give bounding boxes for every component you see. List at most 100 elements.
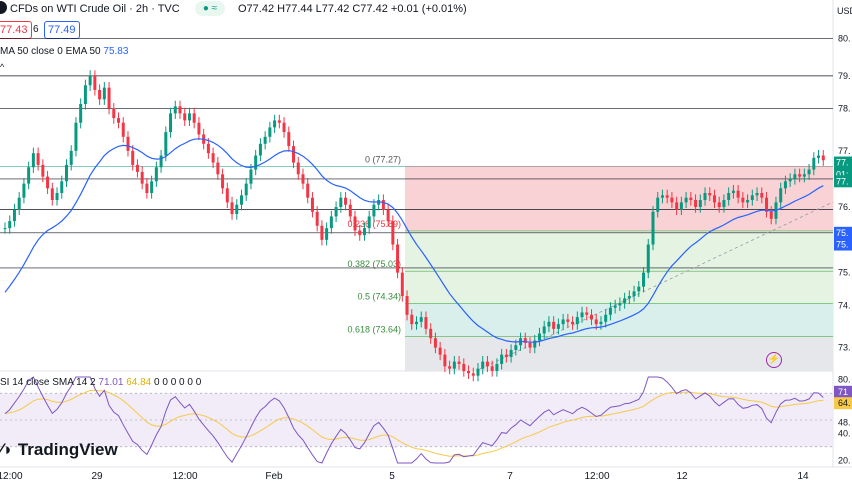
candle-body xyxy=(348,204,352,217)
candle-body xyxy=(391,221,395,245)
lightning-icon[interactable]: ⚡ xyxy=(766,352,782,368)
chart-header: CFDs on WTI Crude Oil · 2h · TVC ● ≈ O77… xyxy=(0,0,852,18)
candle-body xyxy=(211,153,215,163)
candle-body xyxy=(571,321,575,325)
candle-body xyxy=(708,193,712,196)
candle-body xyxy=(741,197,745,203)
price-tag xyxy=(834,175,852,188)
candle-body xyxy=(656,197,660,212)
candle-body xyxy=(452,361,456,369)
time-axis-tick: Feb xyxy=(265,471,283,482)
rsi-sma-legend-value: 64.84 xyxy=(126,377,152,388)
candle-body xyxy=(481,361,485,369)
candle-body xyxy=(64,164,68,182)
candle-body xyxy=(296,162,300,175)
candle-body xyxy=(216,162,220,175)
candle-body xyxy=(386,209,390,222)
symbol-title[interactable]: CFDs on WTI Crude Oil · 2h · TVC xyxy=(10,3,180,15)
candle-body xyxy=(599,321,603,325)
candle-body xyxy=(750,195,754,201)
candle-body xyxy=(580,312,584,318)
price-axis-tick: 74. xyxy=(838,300,851,310)
candle-body xyxy=(448,366,452,369)
candle-body xyxy=(381,200,385,210)
price-axis-tick: 75. xyxy=(838,268,851,278)
fib-label: 0.5 (74.34) xyxy=(357,292,401,302)
candle-body xyxy=(74,122,78,151)
candle-body xyxy=(230,202,234,215)
candle-body xyxy=(817,155,821,158)
time-axis-tick: 12:00 xyxy=(0,471,23,482)
ema-50-line xyxy=(4,138,824,343)
collapse-chevron-icon[interactable]: ^ xyxy=(0,62,5,72)
candle-body xyxy=(443,354,447,367)
candle-body xyxy=(429,328,433,339)
rsi-axis-tick: 71 xyxy=(838,387,848,397)
price-tag xyxy=(834,238,852,251)
candle-body xyxy=(731,190,735,193)
candle-body xyxy=(112,108,116,119)
candle-body xyxy=(798,174,802,177)
tv-logo-icon: ⁄◗ xyxy=(0,440,14,459)
price-tag-label: 77. xyxy=(836,176,849,186)
candle-body xyxy=(301,174,305,184)
price-tag xyxy=(834,226,852,239)
candle-body xyxy=(651,211,655,245)
ohlc-values: O77.42 H77.44 L77.42 C77.42 +0.01 (+0.01… xyxy=(238,3,467,15)
candle-body xyxy=(69,150,73,165)
time-axis-tick: 12:00 xyxy=(584,471,609,482)
candle-body xyxy=(117,118,121,123)
price-axis-tick: 78. xyxy=(838,104,851,114)
tradingview-logo[interactable]: ⁄◗ TradingView xyxy=(0,440,118,460)
candle-body xyxy=(187,113,191,121)
candle-body xyxy=(292,146,296,163)
candle-body xyxy=(3,228,7,230)
candle-body xyxy=(670,197,674,203)
candle-body xyxy=(277,120,281,123)
rsi-axis-tick: 20. xyxy=(838,455,851,465)
candle-body xyxy=(206,143,210,154)
rsi-legend-label: SI 14 close SMA 14 2 xyxy=(0,377,96,388)
candle-body xyxy=(79,104,83,123)
time-axis-tick: 7 xyxy=(507,471,513,482)
candle-body xyxy=(55,193,59,201)
candle-body xyxy=(46,176,50,189)
candle-body xyxy=(126,136,130,151)
candle-body xyxy=(509,349,513,357)
candle-body xyxy=(339,197,343,208)
ema-legend-value: 75.83 xyxy=(103,46,129,57)
candle-body xyxy=(746,200,750,203)
fib-zone-4 xyxy=(405,336,833,371)
candle-body xyxy=(783,181,787,189)
candle-body xyxy=(60,181,64,193)
candle-body xyxy=(698,200,702,208)
currency-label: USD xyxy=(837,6,852,16)
candle-body xyxy=(812,157,816,170)
symbol-icon[interactable] xyxy=(0,1,7,14)
price-tag-label: 75. xyxy=(836,240,849,250)
price-axis-tick: 73. xyxy=(838,343,851,353)
candle-body xyxy=(552,321,556,329)
candle-body xyxy=(197,122,201,135)
rsi-sma-tag xyxy=(834,397,852,410)
candle-body xyxy=(164,132,168,156)
rsi-tag xyxy=(834,385,852,398)
candle-body xyxy=(400,272,404,297)
fib-zone-3 xyxy=(405,303,833,337)
candle-body xyxy=(145,183,149,193)
candle-body xyxy=(788,178,792,182)
market-status-badge[interactable]: ● ≈ xyxy=(195,1,225,16)
candle-body xyxy=(566,319,570,322)
candle-body xyxy=(769,211,773,219)
candle-body xyxy=(282,122,286,133)
candle-body xyxy=(504,354,508,357)
candle-body xyxy=(102,87,106,100)
candle-body xyxy=(415,321,418,325)
candle-body xyxy=(273,120,277,128)
candle-body xyxy=(235,204,239,215)
candle-body xyxy=(27,167,31,184)
candle-body xyxy=(684,197,688,203)
brand-label: TradingView xyxy=(17,440,118,459)
candle-body xyxy=(802,174,806,177)
